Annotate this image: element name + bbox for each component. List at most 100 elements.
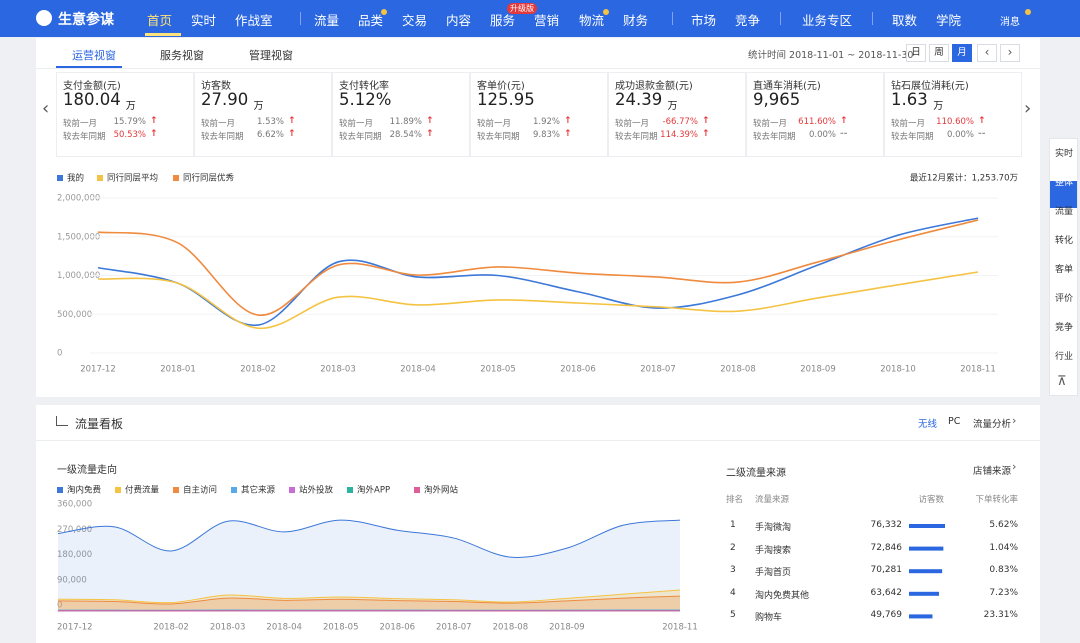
tab[interactable]: 管理视窗 — [249, 49, 293, 62]
kpi-name: 支付转化率 — [339, 81, 389, 92]
table-rank: 3 — [730, 565, 736, 576]
table-visitors: 70,281 — [870, 565, 903, 576]
period-button[interactable]: 周 — [929, 44, 949, 62]
nav-item[interactable]: 作战室 — [235, 13, 273, 28]
nav-item[interactable]: 首页 — [147, 13, 173, 28]
nav-item[interactable]: 市场 — [691, 13, 717, 28]
table-rate: 5.62% — [989, 520, 1018, 530]
kpi-trend: ↑ — [840, 116, 848, 126]
kpi-trend: ↑ — [150, 129, 158, 139]
side-nav-item[interactable]: 整体 — [1055, 178, 1074, 188]
kpi-compare-value: 1.92% — [532, 117, 560, 127]
kpi-name: 直通车消耗(元) — [753, 81, 821, 92]
table-header: 访客数 — [918, 495, 944, 505]
kpi-value: 125.95 — [477, 90, 535, 109]
period-button[interactable]: 日 — [906, 44, 926, 62]
x-tick-label: 2018-07 — [436, 623, 472, 633]
legend-swatch — [115, 487, 121, 493]
x-tick-label: 2018-11 — [960, 365, 996, 375]
x-tick-label: 2018-02 — [240, 365, 276, 375]
y-tick-label: 1,000,000 — [57, 271, 100, 281]
table-rate: 23.31% — [983, 610, 1018, 621]
traffic-option[interactable]: 无线 — [918, 419, 938, 430]
traffic-option[interactable]: PC — [948, 416, 961, 427]
visitors-bar — [909, 614, 933, 619]
area — [58, 596, 680, 611]
period-arrow[interactable]: › — [1000, 44, 1020, 62]
nav-item[interactable]: 服务 — [490, 13, 516, 28]
side-nav-item[interactable]: 竞争 — [1055, 323, 1074, 333]
kpi-trend: ↑ — [702, 129, 710, 139]
kpi-compare-value: 611.60% — [798, 117, 836, 127]
y-tick-label: 500,000 — [57, 310, 92, 320]
visitors-bar — [909, 591, 940, 596]
legend-swatch — [347, 487, 353, 493]
visitors-bar — [909, 569, 943, 574]
section-title: 流量看板 — [75, 417, 124, 431]
top-nav — [0, 0, 1080, 37]
traffic-option-arrow: › — [1012, 414, 1017, 427]
legend-swatch — [231, 487, 237, 493]
kpi-compare-label: 较去年同期 — [615, 132, 658, 142]
table-source: 淘内免费其他 — [755, 590, 810, 601]
nav-item[interactable]: 品类 — [358, 13, 384, 28]
section-border — [36, 440, 1040, 441]
kpi-trend: ↑ — [288, 116, 296, 126]
x-tick-label: 2018-06 — [560, 365, 596, 375]
nav-item[interactable]: 流量 — [314, 13, 340, 28]
kpi-arrow[interactable]: › — [1024, 98, 1032, 119]
y-tick-label: 270,000 — [57, 525, 92, 535]
x-tick-label: 2018-04 — [400, 365, 436, 375]
line — [57, 589, 681, 604]
side-nav-item[interactable]: 行业 — [1055, 352, 1074, 362]
nav-item[interactable]: 内容 — [446, 13, 472, 28]
kpi-trend: -- — [978, 129, 986, 139]
side-nav-item[interactable]: 评价 — [1055, 294, 1074, 304]
nav-item[interactable]: 物流 — [579, 13, 605, 28]
area — [58, 589, 680, 611]
nav-item[interactable]: 学院 — [936, 13, 962, 28]
table-link[interactable]: 店铺来源 — [973, 466, 1012, 477]
legend-label: 站外投放 — [299, 485, 334, 496]
nav-item[interactable]: 财务 — [623, 13, 649, 28]
visitors-bar — [909, 546, 944, 551]
kpi-trend: ↑ — [702, 116, 710, 126]
nav-item[interactable]: 实时 — [191, 13, 217, 28]
kpi-card — [608, 72, 746, 157]
traffic-option[interactable]: 流量分析 — [973, 419, 1012, 430]
side-nav-item[interactable]: 转化 — [1055, 236, 1074, 246]
kpi-compare-value: 9.83% — [532, 130, 560, 140]
y-tick-label: 0 — [57, 601, 62, 611]
kpi-compare-label: 较前一月 — [891, 119, 926, 129]
x-tick-label: 2018-03 — [210, 623, 246, 633]
tab-active-underline — [56, 66, 122, 68]
back-to-top[interactable]: ⊼ — [1057, 374, 1067, 389]
side-nav-item[interactable]: 流量 — [1055, 207, 1074, 217]
table-rank: 5 — [730, 610, 736, 621]
x-tick-label: 2018-06 — [380, 623, 416, 633]
kpi-compare-value: 11.89% — [389, 117, 422, 127]
x-tick-label: 2018-05 — [323, 623, 359, 633]
nav-divider — [672, 12, 673, 25]
nav-item[interactable]: 交易 — [402, 13, 428, 28]
period-button[interactable]: 月 — [952, 44, 972, 62]
side-nav-item[interactable]: 客单 — [1055, 265, 1074, 275]
tab[interactable]: 运营视窗 — [72, 49, 116, 62]
tab[interactable]: 服务视窗 — [160, 49, 204, 62]
nav-item[interactable]: 业务专区 — [802, 13, 853, 28]
period-arrow[interactable]: ‹ — [977, 44, 997, 62]
line — [97, 217, 979, 326]
nav-message[interactable]: 消息 — [1000, 17, 1020, 28]
nav-item[interactable]: 竞争 — [735, 13, 761, 28]
nav-item[interactable]: 取数 — [892, 13, 918, 28]
table-source: 手淘微淘 — [755, 523, 792, 533]
nav-item[interactable]: 营销 — [534, 13, 560, 28]
table-source: 手淘首页 — [755, 568, 792, 579]
kpi-trend: -- — [840, 129, 848, 139]
kpi-compare-label: 较前一月 — [339, 119, 374, 129]
side-nav-item[interactable]: 实时 — [1055, 149, 1074, 159]
card-traffic — [36, 405, 1040, 643]
kpi-value: 180.04 — [63, 90, 121, 109]
legend-swatch — [414, 487, 420, 493]
kpi-arrow[interactable]: ‹ — [42, 98, 50, 119]
